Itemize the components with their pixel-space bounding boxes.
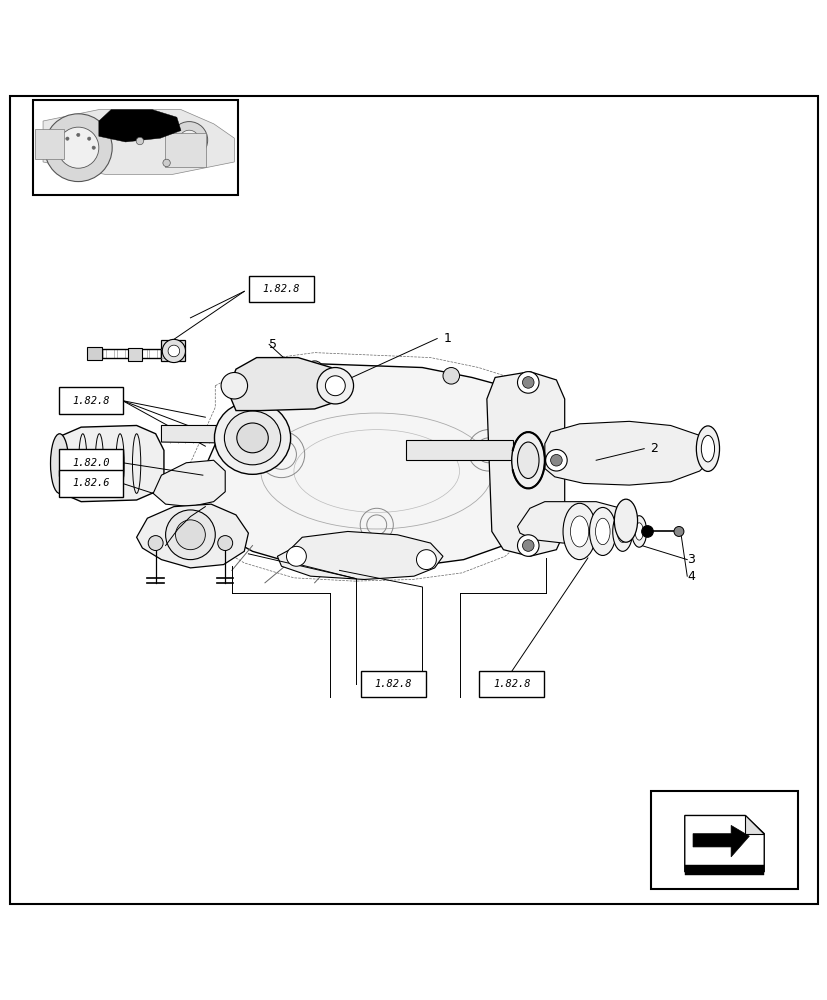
Circle shape [522,377,533,388]
Circle shape [517,535,538,556]
Bar [128,348,141,361]
Bar [35,129,64,159]
Text: 1.82.8: 1.82.8 [72,396,110,406]
Circle shape [517,372,538,393]
Circle shape [550,454,562,466]
Circle shape [65,137,69,140]
Text: 1.82.8: 1.82.8 [262,284,300,294]
Polygon shape [744,815,763,834]
Polygon shape [43,110,234,174]
Text: 3: 3 [686,553,695,566]
Polygon shape [203,363,546,568]
Bar [87,347,102,360]
Circle shape [165,510,215,560]
Bar [149,349,157,358]
Text: 5: 5 [269,338,277,351]
Bar [59,449,123,476]
Circle shape [170,122,208,159]
Ellipse shape [589,507,615,555]
Polygon shape [277,531,442,579]
Circle shape [163,159,170,167]
Bar [33,100,238,195]
Ellipse shape [595,518,609,545]
Bar [59,387,123,414]
Ellipse shape [214,401,290,474]
Text: 1.82.0: 1.82.0 [72,458,110,468]
Circle shape [221,372,247,399]
Ellipse shape [641,526,653,537]
Ellipse shape [237,423,268,453]
Bar [361,671,425,697]
Polygon shape [692,825,748,857]
Polygon shape [517,502,629,543]
Circle shape [88,137,91,140]
Circle shape [168,345,179,357]
Circle shape [416,550,436,570]
Ellipse shape [631,516,646,547]
Text: 1.82.8: 1.82.8 [492,679,530,689]
Ellipse shape [700,435,714,462]
Ellipse shape [696,426,719,471]
Bar [106,349,114,358]
Ellipse shape [614,499,637,542]
Circle shape [58,127,98,168]
Circle shape [148,536,163,551]
Circle shape [545,449,566,471]
Circle shape [442,368,459,384]
Ellipse shape [511,432,544,488]
Ellipse shape [634,523,643,540]
Bar [117,349,125,358]
Bar [479,671,543,697]
Bar [160,349,168,358]
Circle shape [92,146,95,149]
Polygon shape [486,372,564,556]
Polygon shape [153,460,225,507]
Polygon shape [56,425,164,502]
Circle shape [162,339,185,363]
Polygon shape [161,425,277,444]
Circle shape [286,546,306,566]
Ellipse shape [224,411,280,465]
Polygon shape [136,504,248,568]
Circle shape [45,114,112,182]
Polygon shape [684,865,763,875]
Circle shape [179,130,198,150]
Circle shape [306,361,323,377]
Bar [95,349,103,358]
Circle shape [317,368,353,404]
Bar [161,340,184,361]
Circle shape [325,376,345,396]
Circle shape [244,372,261,388]
Ellipse shape [562,503,595,560]
Circle shape [218,536,232,551]
Circle shape [136,137,143,145]
Polygon shape [98,110,181,142]
Polygon shape [405,440,513,460]
Circle shape [673,526,683,536]
Text: 1: 1 [442,332,451,345]
Ellipse shape [616,521,628,542]
Ellipse shape [570,516,588,547]
Bar [249,276,313,302]
Text: 2: 2 [649,442,657,455]
Text: 1.82.6: 1.82.6 [72,478,110,488]
Bar [59,470,123,497]
Polygon shape [227,358,346,411]
Text: 1.82.8: 1.82.8 [374,679,412,689]
Ellipse shape [612,512,632,551]
Polygon shape [684,815,763,872]
Circle shape [77,133,80,137]
Circle shape [496,382,513,399]
Circle shape [175,520,205,550]
Ellipse shape [50,434,69,493]
Bar [138,349,146,358]
Polygon shape [544,421,710,485]
Ellipse shape [517,442,538,478]
Circle shape [522,540,533,551]
Bar [165,133,205,167]
Bar [127,349,136,358]
Bar [650,791,797,889]
Text: 4: 4 [686,570,695,583]
